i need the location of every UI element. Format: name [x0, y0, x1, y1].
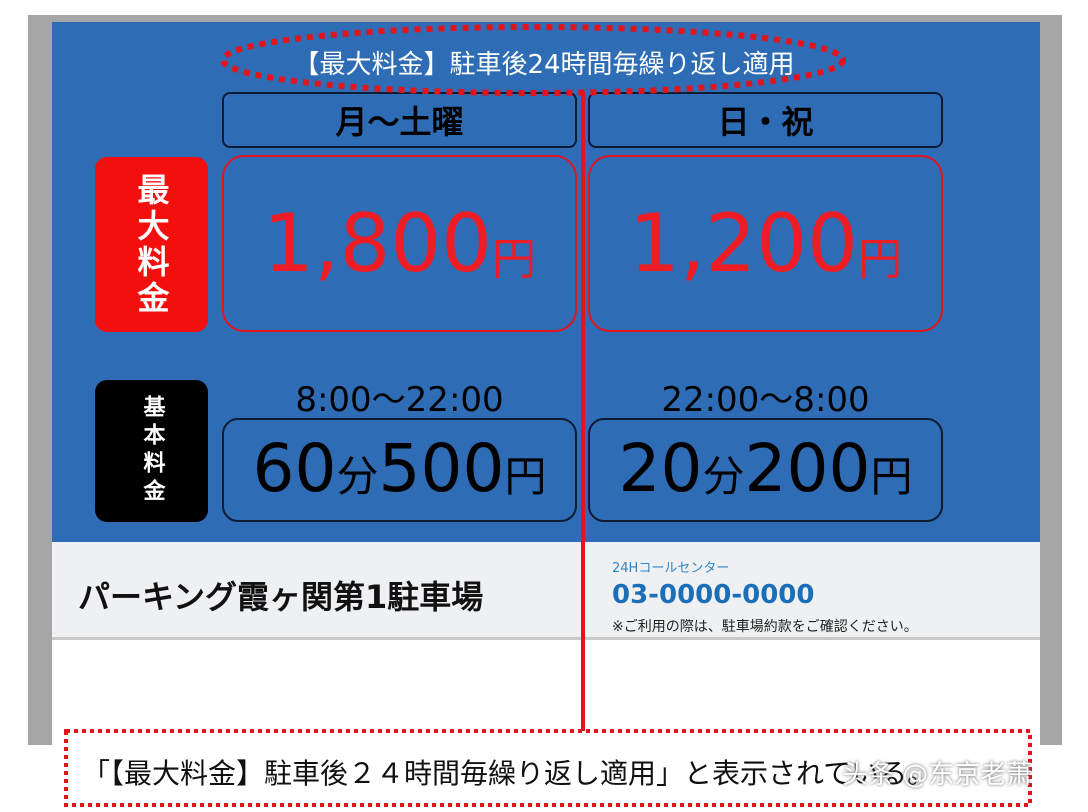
- minutes: 60: [252, 430, 337, 507]
- price-unit: 円: [492, 233, 537, 285]
- watermark: 头条 @东京老萧: [842, 760, 1033, 790]
- phone: 03-0000-0000: [612, 580, 815, 610]
- max-fee-label: 最大料金: [95, 157, 208, 332]
- highlight-ellipse: [220, 24, 846, 96]
- sign-panel: [52, 22, 1040, 542]
- caption: 「【最大料金】駐車後２４時間毎繰り返し適用」と表示されている。: [82, 757, 936, 790]
- caption-box: [64, 729, 1032, 807]
- price: 200: [744, 430, 871, 507]
- price: 500: [378, 430, 505, 507]
- price-box: 1,200 円: [588, 155, 943, 332]
- price-unit: 円: [858, 233, 903, 285]
- price-box: 1,800 円: [222, 155, 577, 332]
- unit: 分: [336, 452, 379, 501]
- hours: 8:00～22:00: [295, 380, 504, 420]
- info-band: [52, 542, 1040, 640]
- unit: 円: [870, 452, 913, 501]
- column-header: 日・祝: [588, 92, 943, 148]
- price-amount: 1,200: [628, 197, 859, 290]
- unit: 分: [702, 452, 745, 501]
- column-header: 月～土曜: [222, 92, 577, 148]
- call-center: 24Hコールセンター: [612, 561, 730, 576]
- basic-price-box: 20 分 200 円: [588, 418, 943, 522]
- sign-title: 【最大料金】駐車後24時間毎繰り返し適用: [293, 50, 795, 80]
- basic-price-box: 60 分 500 円: [222, 418, 577, 522]
- hours: 22:00～8:00: [661, 380, 870, 420]
- basic-fee-label: 基本料金: [95, 380, 208, 522]
- minutes: 20: [618, 430, 703, 507]
- parking-name: パーキング霞ヶ関第1駐車場: [78, 578, 484, 616]
- note: ※ご利用の際は、駐車場約款をご確認ください。: [612, 619, 918, 635]
- unit: 円: [504, 452, 547, 501]
- price-amount: 1,800: [262, 197, 493, 290]
- lower-area: [52, 640, 1040, 745]
